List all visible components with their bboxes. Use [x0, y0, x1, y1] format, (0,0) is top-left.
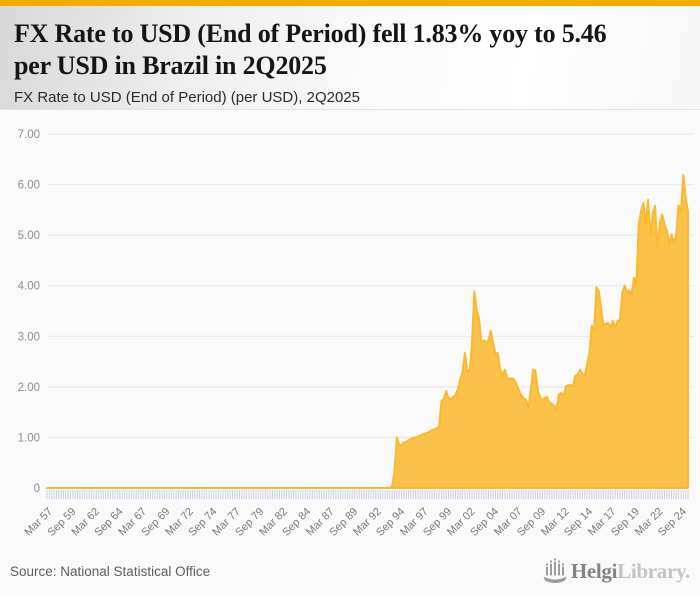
bar-chart-boat-icon — [543, 558, 567, 583]
page-title-line-2: per USD in Brazil in 2Q2025 — [14, 51, 327, 80]
source-label: Source: National Statistical Office — [10, 564, 211, 579]
fx-rate-area-series — [46, 173, 689, 489]
y-tick-label: 6.00 — [18, 180, 40, 192]
y-tick-label: 0 — [34, 483, 40, 495]
chart-area: 7.00 6.00 5.00 4.00 3.00 2.00 1.00 0 Mar 57 Sep 5… — [0, 110, 700, 550]
header: FX Rate to USD (End of Period) fell 1.83… — [0, 6, 700, 110]
footer: Source: National Statistical Office Helg… — [0, 550, 700, 596]
y-tick-label: 1.00 — [18, 432, 40, 444]
y-tick-label: 5.00 — [18, 230, 40, 242]
y-tick-label: 3.00 — [18, 331, 40, 343]
helgilibrary-logo: HelgiLibrary. — [542, 556, 690, 586]
page-title-line-1: FX Rate to USD (End of Period) fell 1.83… — [14, 19, 607, 48]
logo-text-primary: Helgi — [570, 558, 618, 583]
chart-subtitle: FX Rate to USD (End of Period) (per USD)… — [14, 89, 360, 106]
logo-text: HelgiLibrary. — [571, 559, 690, 584]
y-tick-label: 7.00 — [18, 129, 40, 141]
logo-text-secondary: Library. — [617, 558, 690, 583]
top-accent-bar — [0, 0, 700, 6]
y-tick-label: 2.00 — [18, 382, 40, 394]
y-tick-label: 4.00 — [18, 281, 40, 293]
page-title: FX Rate to USD (End of Period) fell 1.83… — [14, 18, 686, 82]
